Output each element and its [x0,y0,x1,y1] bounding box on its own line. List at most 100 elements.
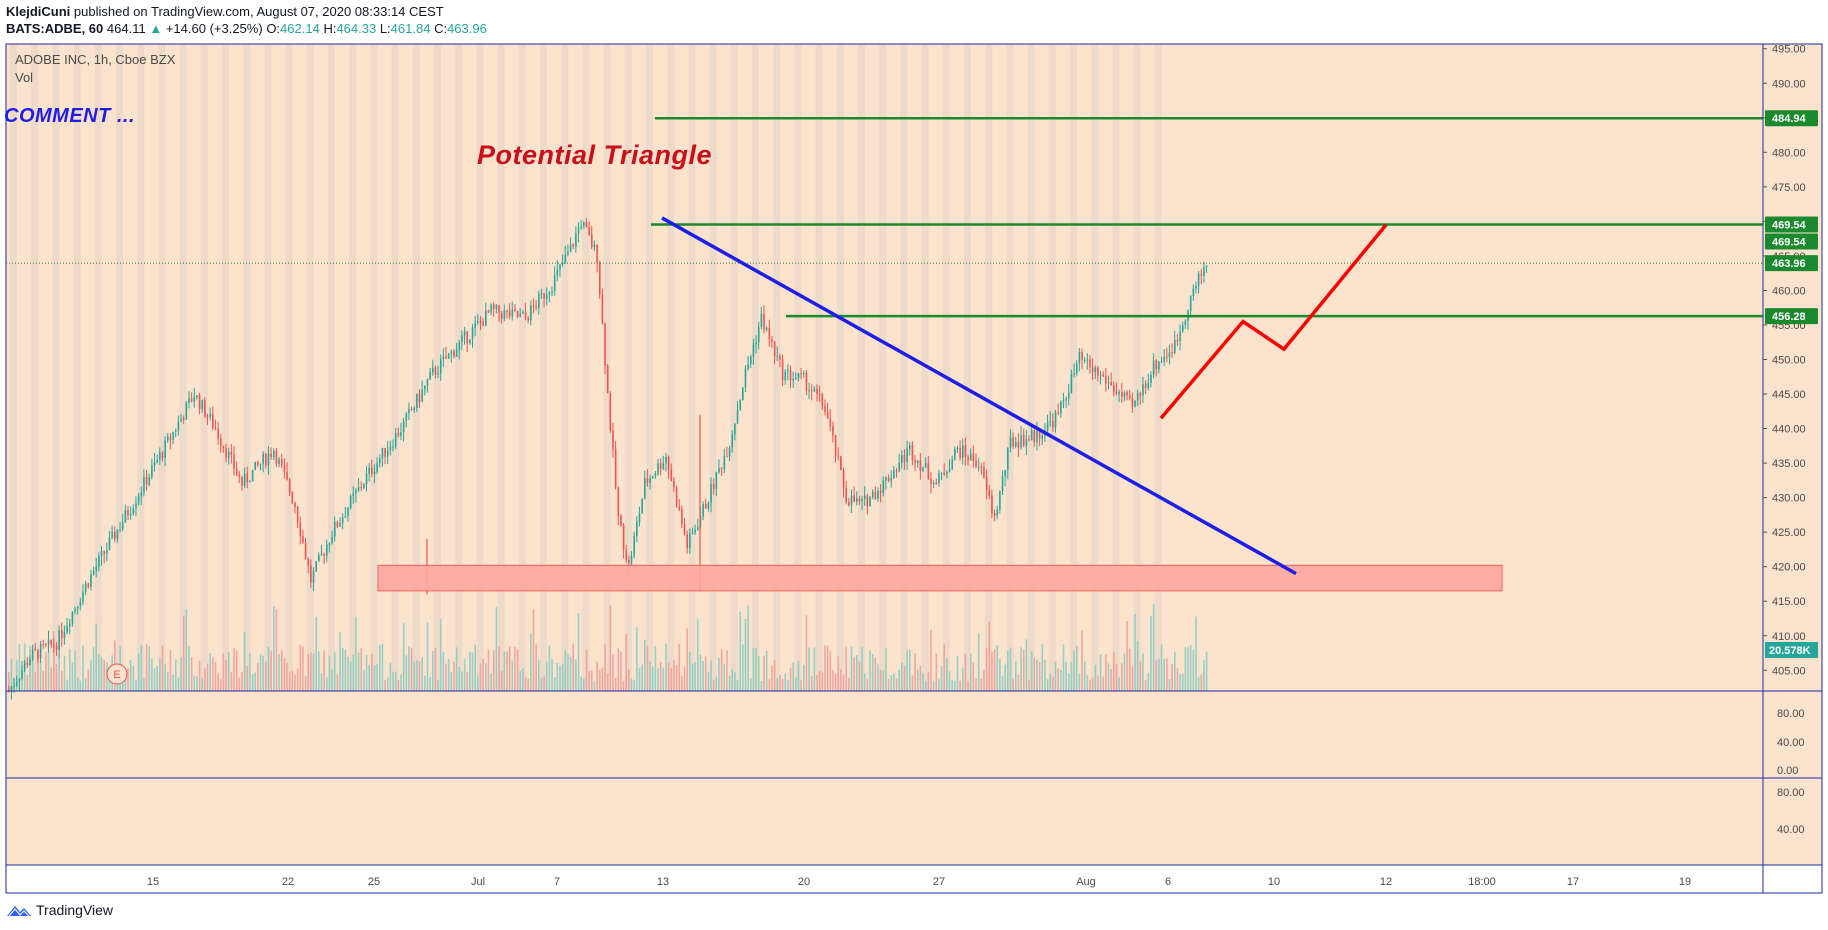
volume-bar [1118,677,1120,691]
candle-body [1091,367,1094,373]
candle-body [201,400,204,410]
candle-body [630,555,633,564]
candle-body [84,583,87,592]
candle-body [416,393,418,408]
volume-bar [747,605,749,691]
volume-bar [962,667,964,691]
volume-bar [840,669,842,691]
volume-bar [948,671,951,691]
volume-bar [810,676,813,691]
time-tick-label: 20 [798,876,810,888]
candle-body [455,349,458,357]
candle-body [227,451,230,458]
candle-body [1062,400,1065,402]
volume-bar [879,669,882,691]
triangle-annotation[interactable]: Potential Triangle [477,140,713,170]
candle-body [151,465,153,477]
footer-brand[interactable]: TradingView [6,902,113,918]
candle-body [752,344,755,357]
volume-bar [302,646,304,691]
time-tick-label: 10 [1268,876,1280,888]
volume-bar [1068,673,1070,691]
session-stripe [412,44,420,691]
volume-bar [768,679,771,691]
volume-bar [858,661,861,691]
candle-body [265,453,267,466]
volume-bar [10,658,13,691]
volume-bar [954,680,956,691]
session-stripe [836,44,844,691]
volume-bar [909,649,911,691]
candle-body [1192,288,1195,297]
candle-body [1121,392,1123,397]
candle-body [1134,400,1136,407]
support-zone[interactable] [377,564,1503,592]
earnings-marker[interactable]: E [106,663,128,685]
candle-body [527,317,529,321]
volume-bar [1099,654,1102,691]
volume-bar [686,628,688,691]
volume-bar [630,678,633,691]
candle-body [262,453,264,464]
candle-body [450,351,453,354]
horizontal-levels[interactable] [651,116,1763,318]
volume-bar [413,661,416,691]
volume-bar [307,653,310,691]
triangle-trendline[interactable] [661,216,1297,576]
candle-body [659,463,662,469]
candle-body [524,312,527,318]
volume-bar [1036,659,1038,691]
volume-bar [1081,630,1083,691]
candle-body [532,305,535,307]
candle-body [797,373,800,378]
candle-body [235,468,238,475]
candle-body [341,517,344,523]
candle-body [1089,359,1091,368]
candle-body [153,462,156,466]
session-stripe [497,44,505,691]
candle-body [583,222,585,227]
candle-body [92,570,95,575]
time-tick-label: 6 [1165,876,1171,888]
candle-body [249,481,251,483]
volume-bar [773,659,776,691]
volume-badge [1765,642,1818,658]
volume-bar [455,647,458,691]
projection-path[interactable] [1159,223,1388,420]
session-stripe [858,44,865,691]
volume-bar [1110,669,1112,691]
candle-body [972,453,975,461]
candle-body [771,339,773,342]
volume-bar [1147,672,1150,691]
price-badge [1765,110,1818,127]
volume-bar [95,623,98,691]
volume-bar [487,649,490,691]
candle-body [442,356,445,360]
volume-bar [167,671,169,691]
volume-bar [1136,640,1139,691]
author-name[interactable]: KlejdiCuni [6,4,71,19]
volume-bar [736,679,739,691]
time-tick-label: 18:00 [1468,876,1496,888]
volume-bar [156,666,158,691]
volume-bar [535,643,537,691]
pane-tick-label: 40.00 [1777,737,1805,749]
volume-bar [871,654,874,691]
candle-body [188,398,190,403]
candle-body [818,393,821,395]
volume-bar [352,654,355,691]
session-stripe [306,44,314,691]
volume-bar [522,668,524,691]
volume-bar [127,668,129,691]
session-stripe [391,44,399,691]
volume-bar [861,647,863,691]
price-tick-label: 420.00 [1772,562,1806,574]
candle-body [167,436,169,441]
session-stripe [815,44,823,691]
volume-bar [132,666,135,691]
volume-bar [919,665,922,691]
volume-bar [715,676,718,691]
candle-body [1195,285,1197,289]
comment-annotation[interactable]: COMMENT ... [4,105,136,127]
